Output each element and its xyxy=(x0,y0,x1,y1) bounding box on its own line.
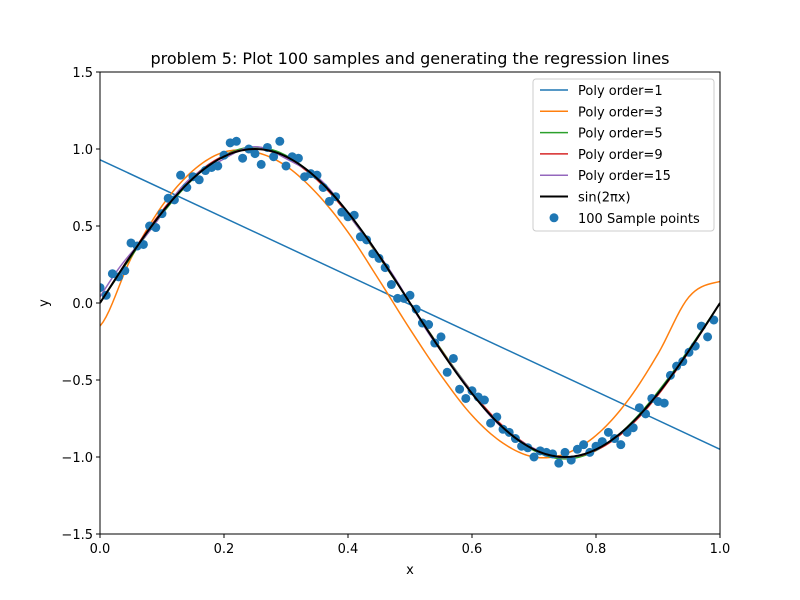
sample-point xyxy=(703,332,713,342)
sample-point xyxy=(405,290,415,300)
sample-point xyxy=(461,393,471,403)
sample-point xyxy=(455,384,465,394)
sample-point xyxy=(194,175,204,185)
sample-point xyxy=(436,332,446,342)
sample-point xyxy=(281,161,291,171)
sample-point xyxy=(467,386,477,396)
sample-point xyxy=(393,293,403,303)
legend-entry-label: Poly order=15 xyxy=(578,169,671,184)
legend-entry-label: Poly order=1 xyxy=(578,84,663,99)
x-tick-label: 0.4 xyxy=(338,542,359,557)
chart-title: problem 5: Plot 100 samples and generati… xyxy=(150,49,669,68)
legend-entry-label: 100 Sample points xyxy=(578,212,700,227)
sample-point xyxy=(492,412,502,422)
sample-point xyxy=(442,367,452,377)
sample-point xyxy=(572,444,582,454)
x-tick-label: 0.2 xyxy=(214,542,235,557)
y-tick-label: 0.0 xyxy=(72,297,93,312)
sample-point xyxy=(213,161,223,171)
legend-entry-label: Poly order=9 xyxy=(578,148,663,163)
legend-swatch xyxy=(549,213,559,223)
sample-point xyxy=(151,223,161,233)
y-tick-label: −0.5 xyxy=(61,374,93,389)
series-line-sin xyxy=(100,147,720,459)
sample-point xyxy=(231,136,241,146)
y-axis: −1.5 −1.0 −0.5 0.0 0.5 1.0 1.5 xyxy=(61,66,100,543)
sample-point xyxy=(324,196,334,206)
sample-point xyxy=(579,440,589,450)
sample-point xyxy=(368,249,378,259)
sample-point xyxy=(628,423,638,433)
x-tick-label: 0.8 xyxy=(586,542,607,557)
y-tick-label: −1.5 xyxy=(61,528,93,543)
sample-point xyxy=(337,207,347,217)
y-tick-label: −1.0 xyxy=(61,451,93,466)
legend-entry-label: Poly order=3 xyxy=(578,105,663,120)
sample-point xyxy=(634,403,644,413)
legend-entry-label: sin(2πx) xyxy=(578,191,631,206)
y-axis-label: y xyxy=(37,299,52,307)
legend-box xyxy=(532,78,715,232)
sample-point xyxy=(659,398,669,408)
sample-point xyxy=(616,440,626,450)
legend-entry-label: Poly order=5 xyxy=(578,127,663,142)
x-tick-label: 0.6 xyxy=(462,542,483,557)
sample-point xyxy=(293,153,303,163)
sample-point xyxy=(374,253,384,263)
sample-point xyxy=(250,149,260,159)
plot-area xyxy=(100,136,720,468)
sample-point xyxy=(479,395,489,405)
sample-point xyxy=(169,195,179,205)
x-tick-label: 0.0 xyxy=(90,542,111,557)
sample-point xyxy=(560,447,570,457)
sample-point xyxy=(275,136,285,146)
sample-point xyxy=(486,418,496,428)
y-tick-label: 1.0 xyxy=(72,143,93,158)
sample-point xyxy=(100,283,105,293)
sample-point xyxy=(529,452,539,462)
x-axis: 0.0 0.2 0.4 0.6 0.8 1.0 xyxy=(90,534,731,557)
sample-point xyxy=(603,427,613,437)
sample-point xyxy=(256,159,266,169)
sample-point xyxy=(554,458,564,468)
sample-point xyxy=(238,153,248,163)
y-tick-label: 1.5 xyxy=(72,66,93,81)
legend: Poly order=1 Poly order=3 Poly order=5 Poly… xyxy=(532,78,715,232)
sample-point xyxy=(386,280,396,290)
y-tick-label: 0.5 xyxy=(72,220,93,235)
sample-point xyxy=(448,353,458,363)
sample-point xyxy=(411,304,421,314)
x-axis-label: x xyxy=(406,563,414,578)
sample-point xyxy=(176,170,186,180)
x-tick-label: 1.0 xyxy=(710,542,731,557)
series-line-poly-order-3 xyxy=(100,149,720,459)
sample-point xyxy=(269,152,279,162)
